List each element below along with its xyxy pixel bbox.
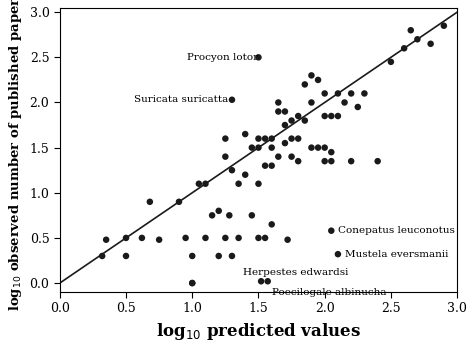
Point	[228, 253, 236, 259]
Point	[248, 213, 255, 218]
Point	[146, 199, 154, 205]
Point	[288, 154, 295, 159]
Point	[274, 109, 282, 114]
Point	[314, 145, 322, 150]
Point	[334, 113, 342, 119]
Point	[281, 109, 289, 114]
Point	[175, 199, 183, 205]
Point	[122, 235, 130, 241]
Point	[201, 235, 209, 241]
Point	[221, 235, 229, 241]
Point	[99, 253, 106, 259]
Point	[201, 181, 209, 186]
Point	[308, 100, 315, 105]
Point	[374, 158, 382, 164]
Point	[321, 91, 328, 96]
Text: Mustela eversmanii: Mustela eversmanii	[345, 250, 448, 259]
Point	[255, 235, 262, 241]
Point	[294, 158, 302, 164]
Point	[347, 91, 355, 96]
Y-axis label: log$_{10}$ observed number of published papers: log$_{10}$ observed number of published …	[7, 0, 24, 311]
Point	[241, 131, 249, 137]
Point	[241, 172, 249, 178]
Point	[235, 181, 242, 186]
Point	[255, 54, 262, 60]
Point	[288, 118, 295, 123]
Point	[228, 97, 236, 103]
Point	[328, 113, 335, 119]
Point	[288, 136, 295, 141]
Point	[414, 37, 421, 42]
Text: Herpestes edwardsi: Herpestes edwardsi	[243, 268, 348, 277]
Point	[347, 158, 355, 164]
Point	[354, 104, 362, 110]
Point	[401, 45, 408, 51]
Point	[189, 280, 196, 286]
Point	[321, 158, 328, 164]
Point	[268, 136, 275, 141]
Point	[321, 145, 328, 150]
Point	[361, 91, 368, 96]
Point	[255, 181, 262, 186]
Point	[308, 145, 315, 150]
Point	[208, 213, 216, 218]
Point	[294, 136, 302, 141]
Point	[189, 280, 196, 286]
Point	[228, 168, 236, 173]
Point	[427, 41, 435, 46]
Point	[261, 136, 269, 141]
Point	[281, 122, 289, 128]
Point	[281, 140, 289, 146]
X-axis label: log$_{10}$ predicted values: log$_{10}$ predicted values	[156, 321, 361, 342]
Point	[328, 149, 335, 155]
Point	[138, 235, 146, 241]
Point	[274, 100, 282, 105]
Point	[102, 237, 110, 243]
Point	[284, 237, 292, 243]
Point	[182, 235, 190, 241]
Text: Suricata suricatta: Suricata suricatta	[134, 95, 228, 104]
Point	[215, 208, 222, 214]
Point	[122, 253, 130, 259]
Point	[387, 59, 395, 65]
Point	[274, 154, 282, 159]
Point	[261, 235, 269, 241]
Point	[155, 237, 163, 243]
Point	[195, 181, 203, 186]
Point	[261, 163, 269, 169]
Point	[268, 163, 275, 169]
Text: Conepatus leuconotus: Conepatus leuconotus	[338, 226, 455, 235]
Point	[321, 113, 328, 119]
Point	[301, 82, 309, 87]
Point	[301, 118, 309, 123]
Point	[314, 77, 322, 83]
Point	[257, 279, 265, 284]
Point	[308, 73, 315, 78]
Point	[268, 222, 275, 227]
Point	[407, 28, 415, 33]
Point	[221, 154, 229, 159]
Text: Procyon lotor: Procyon lotor	[187, 53, 258, 62]
Point	[440, 23, 447, 29]
Point	[328, 228, 335, 233]
Point	[248, 145, 255, 150]
Point	[226, 213, 233, 218]
Point	[294, 113, 302, 119]
Point	[328, 158, 335, 164]
Point	[334, 251, 342, 257]
Point	[215, 253, 222, 259]
Point	[255, 145, 262, 150]
Point	[264, 279, 272, 284]
Point	[221, 136, 229, 141]
Point	[334, 91, 342, 96]
Point	[341, 100, 348, 105]
Point	[189, 253, 196, 259]
Point	[268, 145, 275, 150]
Text: Poecilogale albinucha: Poecilogale albinucha	[272, 288, 386, 297]
Point	[235, 235, 242, 241]
Point	[255, 136, 262, 141]
